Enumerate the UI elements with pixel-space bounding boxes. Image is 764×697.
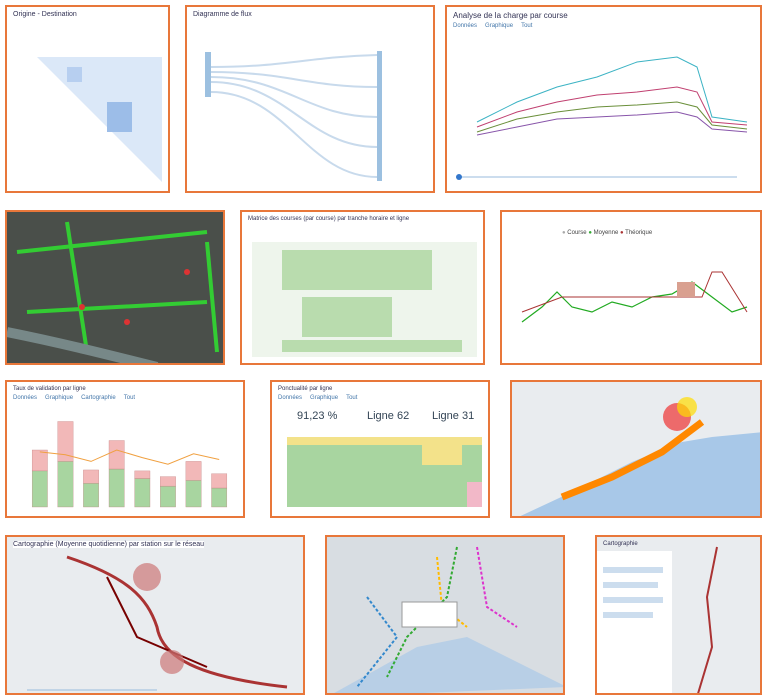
map bbox=[327, 537, 565, 695]
bar-chart bbox=[7, 382, 245, 518]
line-chart bbox=[447, 7, 762, 193]
bar bbox=[32, 450, 47, 471]
bar bbox=[135, 471, 150, 479]
flow-panel: Diagramme de flux bbox=[185, 5, 435, 193]
heat bbox=[512, 382, 762, 518]
station-map: Cartographie (Moyenne quotidienne) par s… bbox=[5, 535, 305, 695]
bar bbox=[160, 486, 175, 507]
network-map bbox=[325, 535, 565, 695]
scatter bbox=[502, 212, 762, 365]
timeline-panel: ● Course ● Moyenne ● Théorique bbox=[500, 210, 762, 365]
matrix-panel: Matrice des courses (par course) par tra… bbox=[240, 210, 485, 365]
bar bbox=[109, 469, 124, 507]
bar bbox=[186, 461, 201, 480]
aerial-map bbox=[5, 210, 225, 365]
map bbox=[597, 537, 762, 695]
bar bbox=[135, 479, 150, 508]
map-lines bbox=[7, 212, 225, 365]
bar bbox=[109, 441, 124, 470]
bar bbox=[58, 422, 73, 462]
bar bbox=[160, 477, 175, 487]
bar bbox=[186, 480, 201, 507]
bar bbox=[212, 474, 227, 488]
sankey bbox=[187, 7, 435, 193]
page: Origine - Destination Diagramme de flux … bbox=[0, 0, 764, 697]
grid bbox=[242, 212, 485, 365]
bar bbox=[83, 483, 98, 507]
bar bbox=[32, 471, 47, 507]
stacked-bars bbox=[272, 382, 490, 518]
bar bbox=[58, 461, 73, 507]
heatmap bbox=[510, 380, 762, 518]
bar bbox=[83, 470, 98, 483]
bar bbox=[212, 488, 227, 507]
od-panel: Origine - Destination bbox=[5, 5, 170, 193]
matrix bbox=[7, 7, 170, 193]
sidebar-map: Cartographie bbox=[595, 535, 762, 695]
map bbox=[7, 537, 305, 695]
